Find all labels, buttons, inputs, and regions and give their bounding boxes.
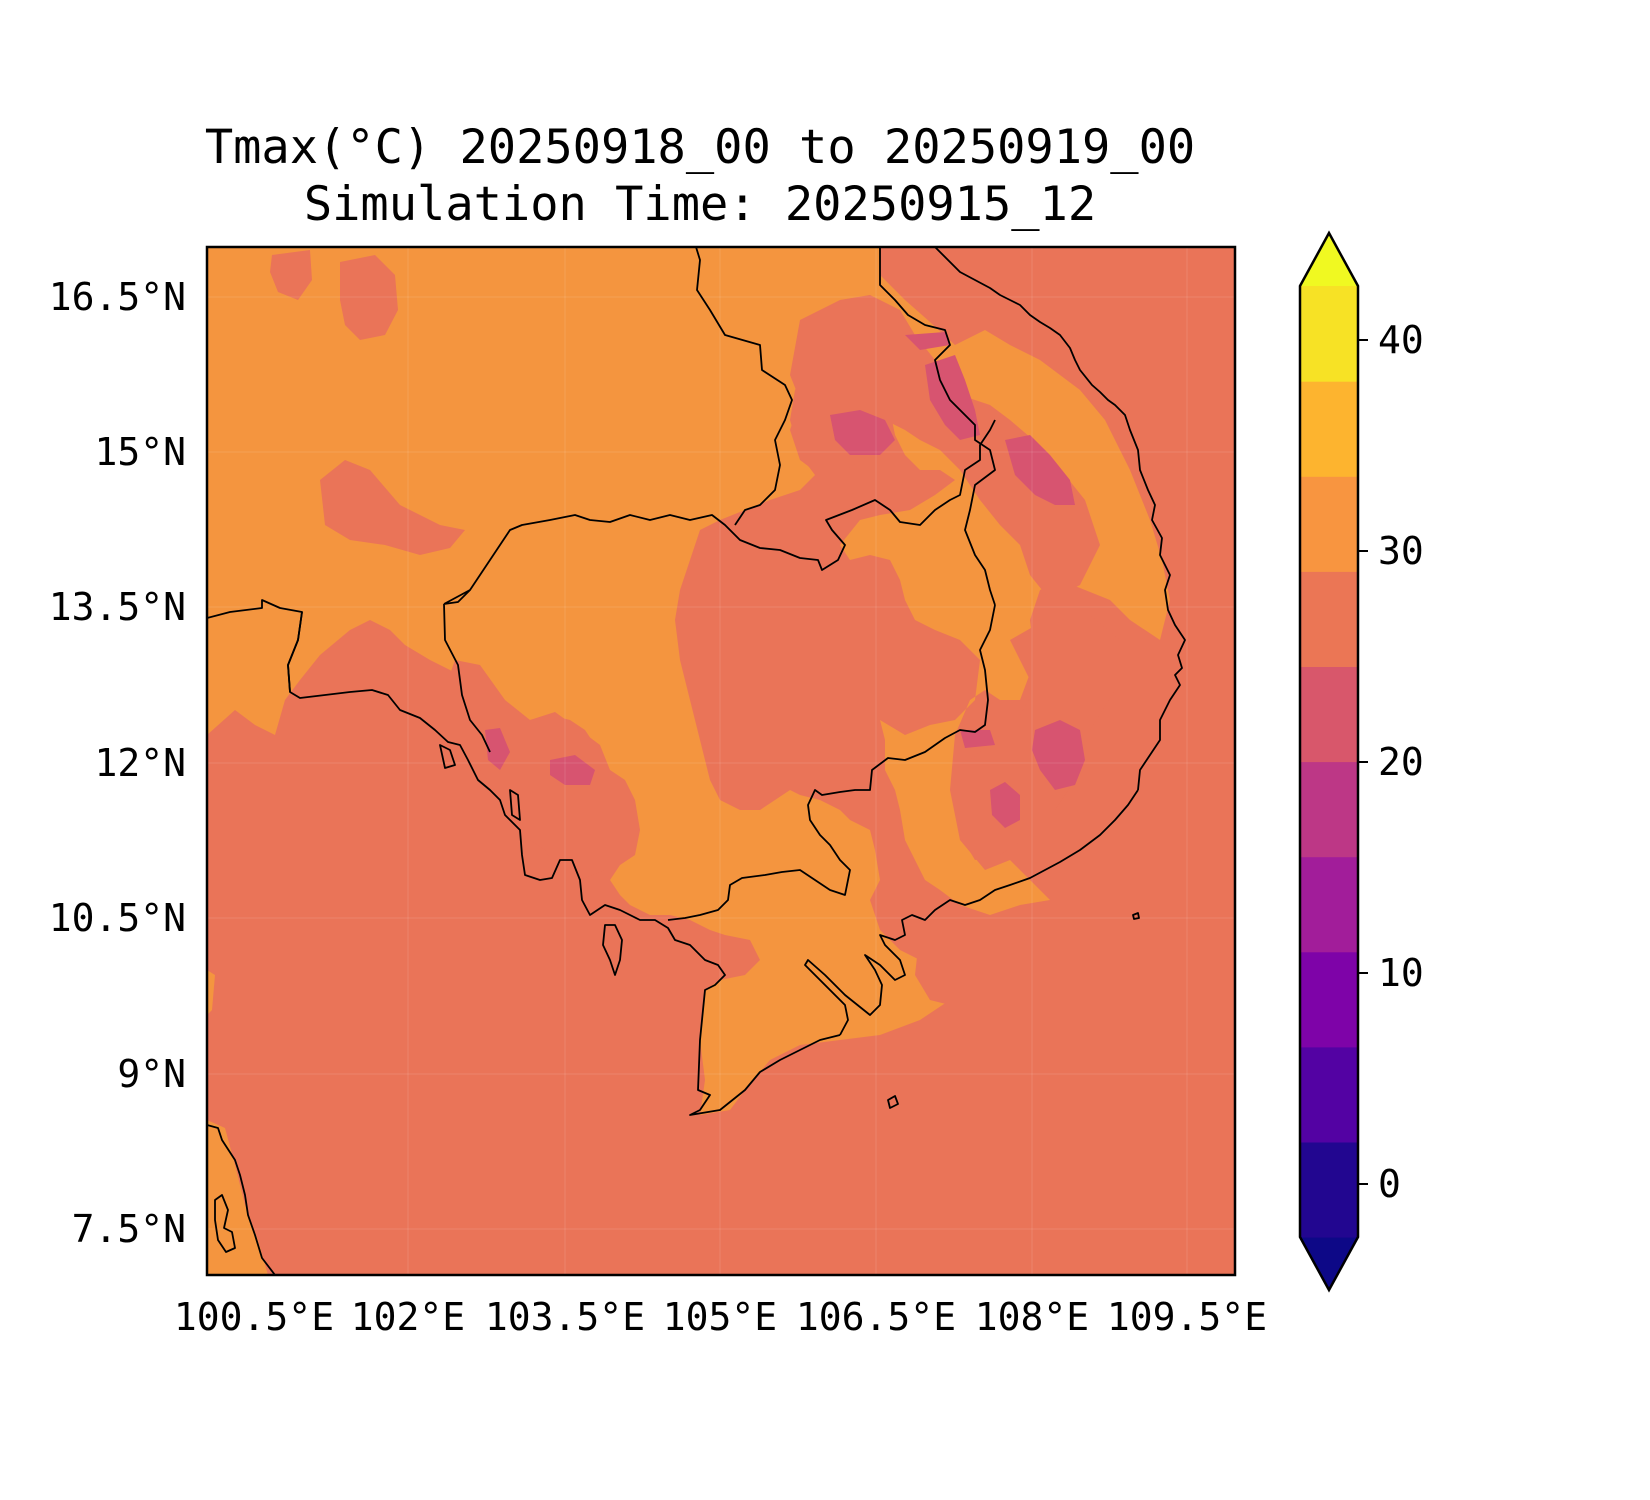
lat-axis: 16.5°N 15°N 13.5°N 12°N 10.5°N 9°N 7.5°N bbox=[49, 275, 186, 1251]
lat-tick-label: 13.5°N bbox=[49, 585, 186, 629]
map-frame bbox=[205, 245, 1237, 1277]
coastline-mekong-delta bbox=[804, 789, 1139, 1036]
lon-tick-label: 105°E bbox=[663, 1295, 777, 1339]
cool-patch-laos-ridge bbox=[790, 295, 1100, 600]
border-cambodia-thailand-west bbox=[443, 589, 491, 753]
cool-patch-mekong-delta-edge bbox=[915, 920, 985, 1005]
lon-tick-label: 103.5°E bbox=[485, 1295, 645, 1339]
colorbar-band bbox=[1300, 381, 1358, 477]
colorbar-band bbox=[1300, 951, 1358, 1048]
coastline-island-con-dao bbox=[887, 1095, 899, 1109]
lat-tick-label: 15°N bbox=[94, 430, 186, 474]
cold-patch-highland-3 bbox=[905, 332, 950, 350]
land-warm-west-edge bbox=[207, 970, 215, 1015]
coastline-island-phu-quoc bbox=[602, 924, 623, 976]
colorbar bbox=[1298, 230, 1360, 1293]
border-thailand-cambodia bbox=[287, 419, 996, 693]
coastline-island-3 bbox=[509, 789, 521, 821]
coastline-gulf-of-thailand bbox=[207, 599, 841, 1116]
coastline-thai-east bbox=[207, 1124, 276, 1275]
lon-axis: 100.5°E 102°E 103.5°E 105°E 106.5°E 108°… bbox=[174, 1295, 1267, 1339]
land-warm-region bbox=[207, 247, 1170, 1115]
lat-tick-label: 16.5°N bbox=[49, 275, 186, 319]
lat-tick-label: 9°N bbox=[117, 1052, 186, 1096]
cold-patch-highland-7 bbox=[485, 728, 510, 770]
lat-tick-label: 12°N bbox=[94, 741, 186, 785]
colorbar-band bbox=[1300, 286, 1358, 382]
colorbar-band bbox=[1300, 1046, 1358, 1143]
colorbar-band bbox=[1300, 476, 1358, 572]
lon-tick-label: 109.5°E bbox=[1107, 1295, 1267, 1339]
colorbar-extend-upper bbox=[1300, 233, 1358, 286]
lon-tick-label: 108°E bbox=[975, 1295, 1089, 1339]
cool-patch-north-thailand bbox=[340, 255, 398, 340]
cool-patch-central-thailand bbox=[320, 460, 465, 555]
lon-tick-label: 106.5°E bbox=[796, 1295, 956, 1339]
lon-tick-label: 100.5°E bbox=[174, 1295, 334, 1339]
colorbar-extend-lower bbox=[1300, 1237, 1358, 1290]
colorbar-band bbox=[1300, 666, 1358, 763]
colorbar-tick-label: 40 bbox=[1378, 318, 1424, 362]
graticule bbox=[207, 247, 1235, 1275]
map-panel bbox=[207, 247, 1235, 1275]
land-warm-peninsula bbox=[207, 1120, 268, 1275]
colorbar-tick-label: 20 bbox=[1378, 740, 1424, 784]
cold-patch-highland-4 bbox=[1005, 435, 1075, 505]
colorbar-band bbox=[1300, 1141, 1358, 1238]
cold-patch-highland-5 bbox=[1032, 720, 1085, 790]
lon-tick-label: 102°E bbox=[351, 1295, 465, 1339]
colorbar-band bbox=[1300, 571, 1358, 667]
colorbar-band bbox=[1300, 856, 1358, 953]
cool-patch-cambodia-sw bbox=[448, 660, 625, 880]
cold-patch-highland-8 bbox=[550, 755, 595, 785]
colorbar-tick-label: 10 bbox=[1378, 951, 1424, 995]
colorbar-tick-label: 30 bbox=[1378, 529, 1424, 573]
lat-tick-label: 10.5°N bbox=[49, 896, 186, 940]
title-line-2: Simulation Time: 20250915_12 bbox=[304, 177, 1096, 232]
coastline-island-2 bbox=[439, 744, 456, 769]
border-thailand-laos bbox=[695, 247, 793, 526]
coastline-vietnam-south-central bbox=[934, 247, 1186, 791]
colorbar-tick-label: 0 bbox=[1378, 1162, 1401, 1206]
border-cambodia-vietnam bbox=[667, 604, 996, 921]
cold-patch-highland-9 bbox=[960, 730, 995, 748]
border-laos-vietnam bbox=[879, 247, 996, 606]
coastline-island-1 bbox=[214, 1194, 236, 1253]
coastline-island-4 bbox=[1132, 912, 1140, 920]
cold-patch-highland-6 bbox=[990, 782, 1020, 828]
cold-patch-highland-1 bbox=[830, 410, 895, 455]
colorbar-ticks: 0 10 20 30 40 bbox=[1358, 318, 1424, 1206]
cool-patch-west-1 bbox=[270, 250, 312, 300]
colorbar-band bbox=[1300, 761, 1358, 858]
lat-tick-label: 7.5°N bbox=[72, 1207, 186, 1251]
colorbar-outline bbox=[1298, 230, 1360, 1293]
title-line-1: Tmax(°C) 20250918_00 to 20250919_00 bbox=[205, 120, 1195, 175]
